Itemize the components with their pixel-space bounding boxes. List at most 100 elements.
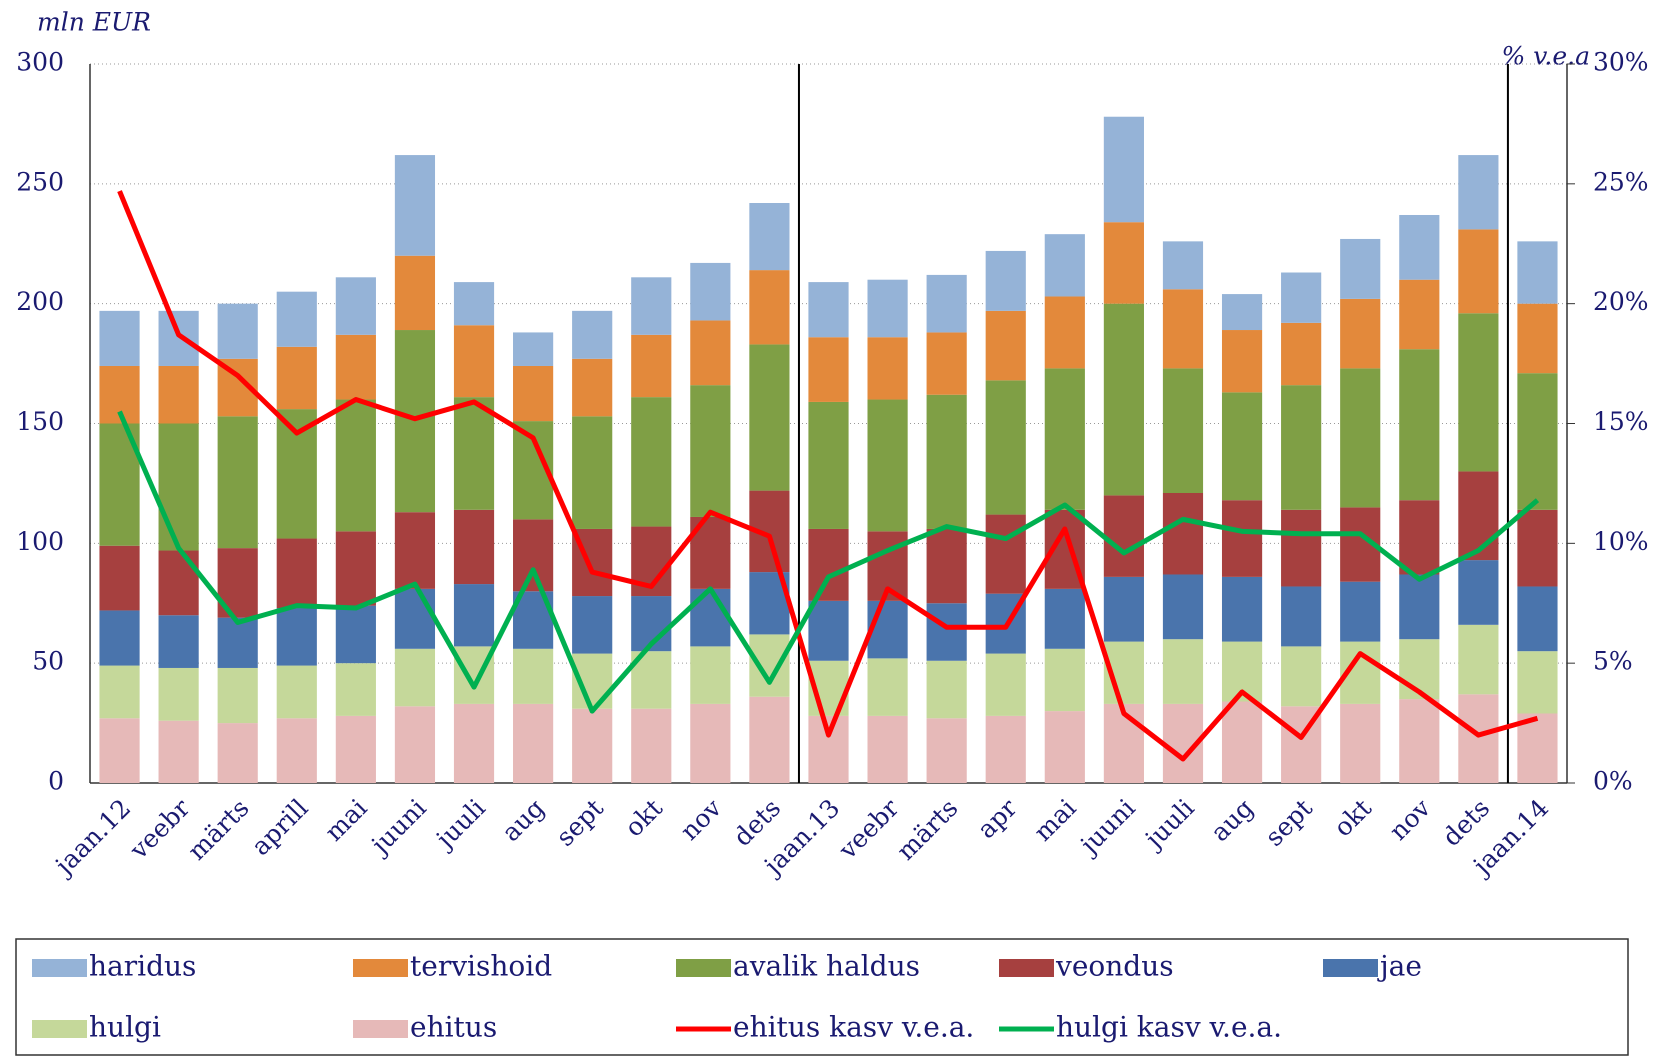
x-tick-label: nov [1384, 793, 1437, 846]
bar-segment [985, 514, 1026, 594]
bar-segment [1458, 313, 1499, 472]
bar-segment [690, 385, 731, 517]
x-tick-label: sept [551, 793, 609, 851]
bar-segment [453, 325, 495, 398]
bar-segment [394, 648, 436, 707]
bar-segment [1399, 500, 1440, 575]
bar-segment [276, 665, 317, 719]
bar-segment [1162, 574, 1204, 640]
bar-segment [1517, 303, 1558, 374]
bar-segment [867, 715, 908, 783]
bar-segment [808, 715, 849, 783]
bar-segment [690, 588, 731, 647]
x-tick-label: sept [1260, 793, 1318, 851]
bar-segment [1103, 116, 1144, 223]
bar-segment [1103, 303, 1144, 496]
x-tick-label: märts [891, 793, 963, 865]
bar-segment [808, 600, 849, 661]
bar-segment [335, 277, 376, 335]
bar-segment [99, 665, 140, 719]
bar-segment [1281, 322, 1322, 386]
bar-segment [1340, 238, 1381, 299]
bar-segment [1458, 229, 1499, 314]
bar-segment [572, 310, 613, 359]
y-tick-label: 250 [16, 167, 64, 196]
bar-segment [631, 708, 672, 783]
bar-segment [926, 528, 967, 604]
legend-label: avalik haldus [733, 950, 920, 983]
bar-segment [1458, 624, 1499, 695]
bar-segment [513, 703, 554, 783]
line-series [117, 190, 1539, 762]
bar-segment [158, 365, 199, 424]
y-tick-label: 150 [16, 407, 64, 436]
bar-segment [631, 334, 672, 398]
bar-segment [690, 320, 731, 386]
bar-segment [1517, 373, 1558, 510]
bar-segment [1044, 588, 1085, 649]
bar-segment [1044, 368, 1085, 510]
x-tick-label: apr [972, 793, 1023, 844]
legend-label: jae [1377, 950, 1422, 983]
bar-segment [1162, 241, 1204, 290]
y2-tick-label: 30% [1593, 48, 1649, 77]
bar-segment [217, 667, 258, 724]
bar-segment [1399, 349, 1440, 501]
bar-segment [513, 365, 554, 422]
legend-label: ehitus [410, 1011, 497, 1044]
bar-segment [1281, 385, 1322, 510]
bar-segment [867, 399, 908, 532]
bar-segment [1517, 509, 1558, 587]
y2-tick-label: 25% [1593, 167, 1649, 196]
bar-segment [749, 344, 790, 491]
bar-segment [1340, 368, 1381, 508]
bar-segment [1458, 155, 1499, 230]
x-tick-label: okt [1328, 793, 1377, 842]
bar-segment [749, 634, 790, 697]
bar-segment [985, 715, 1026, 783]
bar-segment [1399, 699, 1440, 783]
x-tick-label: okt [619, 793, 668, 842]
legend-label: veondus [1055, 950, 1174, 983]
bar-segment [513, 519, 554, 592]
legend-swatch [353, 959, 408, 977]
bar-segment [1221, 294, 1263, 331]
bar-segment [276, 409, 317, 539]
bar-segment [1517, 586, 1558, 652]
bar-segment [158, 310, 199, 366]
bar-segment [453, 282, 495, 326]
bar-segment [276, 608, 317, 666]
bar-segment [1517, 651, 1558, 714]
bar-segment [1103, 576, 1144, 642]
bar-segment [1281, 272, 1322, 323]
x-tick-label: veebr [124, 793, 196, 865]
bar-segment [158, 667, 199, 721]
bar-segment [985, 380, 1026, 515]
bar-segment [808, 337, 849, 402]
x-tick-label: aug [496, 793, 550, 847]
bar-segment [1044, 711, 1085, 783]
bar-segment [394, 255, 436, 331]
x-tick-label: juuli [1138, 793, 1200, 855]
line-series [117, 410, 1540, 714]
bar-segment [572, 416, 613, 529]
bar-segment [1103, 495, 1144, 577]
bar-segment [1103, 222, 1144, 304]
bar-segment [217, 303, 258, 359]
bar-segment [276, 718, 317, 783]
bar-segment [926, 394, 967, 529]
bar-segment [394, 155, 436, 256]
bar-segment [690, 646, 731, 704]
bar-segment [926, 603, 967, 661]
x-tick-label: mai [319, 793, 372, 846]
bar-segment [1221, 500, 1263, 577]
y-tick-label: 50 [32, 647, 64, 676]
bar-segment [1103, 703, 1144, 783]
bar-segment [808, 282, 849, 338]
bar-segment [1162, 493, 1204, 575]
bar-segment [926, 274, 967, 333]
bar-segment [572, 708, 613, 783]
legend-box [15, 938, 1629, 1056]
bar-segment [749, 270, 790, 345]
